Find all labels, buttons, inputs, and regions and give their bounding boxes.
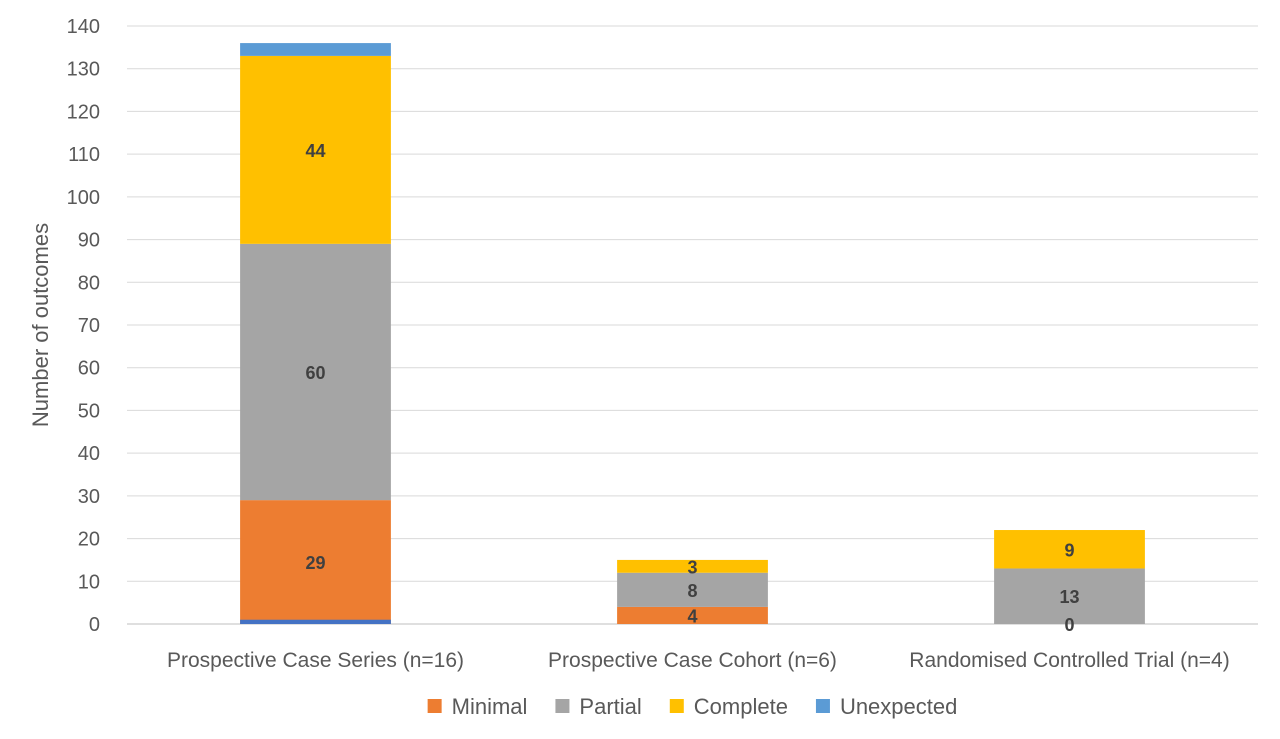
y-tick-label: 110 bbox=[68, 144, 100, 166]
bar-segment-partial bbox=[240, 243, 391, 501]
x-category-label: Prospective Case Cohort (n=6) bbox=[548, 649, 837, 672]
legend-label-partial: Partial bbox=[579, 694, 641, 719]
bar-segment-partial bbox=[994, 568, 1145, 624]
legend-label-unexpected: Unexpected bbox=[840, 694, 957, 719]
y-tick-label: 90 bbox=[78, 230, 100, 252]
legend-swatch-partial bbox=[555, 699, 570, 713]
y-tick-label: 140 bbox=[67, 16, 100, 38]
bar-segment-complete bbox=[994, 530, 1145, 569]
data-label: 60 bbox=[305, 363, 325, 383]
x-axis-categories: Prospective Case Series (n=16) Prospectiv… bbox=[167, 649, 1230, 672]
legend-swatch-minimal bbox=[427, 699, 442, 713]
legend: Minimal Partial Complete Unexpected bbox=[427, 694, 957, 719]
y-tick-label: 70 bbox=[78, 315, 100, 337]
y-axis-ticks: 0 10 20 30 40 50 60 70 80 90 100 110 120 130 140 bbox=[67, 16, 100, 636]
y-axis-title: Number of outcomes bbox=[28, 223, 53, 427]
data-label: 0 bbox=[1064, 615, 1074, 635]
bar-segment-minimal bbox=[617, 606, 768, 624]
y-tick-label: 30 bbox=[78, 486, 100, 508]
y-tick-label: 60 bbox=[78, 358, 100, 380]
data-label: 8 bbox=[687, 581, 697, 601]
data-label: 13 bbox=[1059, 587, 1079, 607]
y-tick-label: 100 bbox=[67, 187, 100, 209]
x-category-label: Randomised Controlled Trial (n=4) bbox=[909, 649, 1229, 672]
bar-segment-partial bbox=[617, 572, 768, 607]
y-tick-label: 50 bbox=[78, 400, 100, 422]
bar-segment-unexpected bbox=[240, 43, 391, 56]
bar-segment-minimal bbox=[240, 500, 391, 624]
legend-label-complete: Complete bbox=[694, 694, 788, 719]
bar-segment-complete bbox=[617, 559, 768, 573]
legend-label-minimal: Minimal bbox=[452, 694, 528, 719]
y-tick-label: 10 bbox=[78, 571, 100, 593]
data-label: 44 bbox=[305, 141, 325, 161]
data-label: 4 bbox=[687, 606, 697, 626]
bars bbox=[240, 43, 1145, 624]
y-tick-label: 20 bbox=[78, 529, 100, 551]
legend-swatch-unexpected bbox=[815, 699, 830, 713]
x-category-label: Prospective Case Series (n=16) bbox=[167, 649, 464, 672]
data-label: 3 bbox=[687, 557, 697, 577]
y-tick-label: 40 bbox=[78, 443, 100, 465]
data-label: 9 bbox=[1064, 540, 1074, 560]
y-tick-label: 120 bbox=[67, 101, 100, 123]
legend-swatch-complete bbox=[669, 699, 684, 713]
data-label: 29 bbox=[305, 553, 325, 573]
bar-segment-complete bbox=[240, 55, 391, 244]
y-tick-label: 0 bbox=[89, 614, 100, 636]
y-tick-label: 130 bbox=[67, 59, 100, 81]
bar-segment-base bbox=[240, 619, 391, 624]
y-tick-label: 80 bbox=[78, 272, 100, 294]
